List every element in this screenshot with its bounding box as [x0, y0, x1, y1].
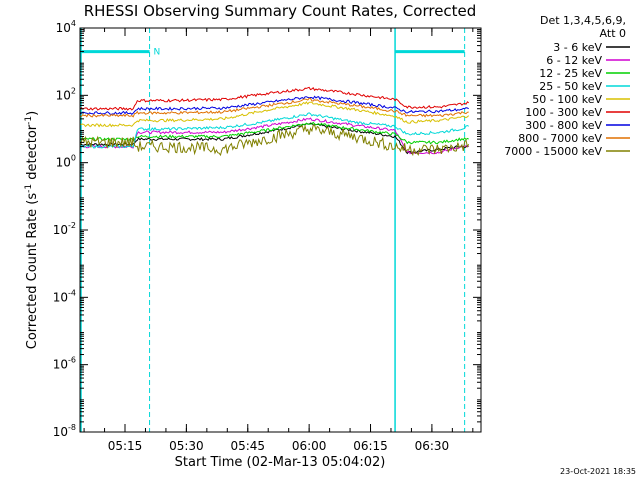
y-tick-label: 10-2: [53, 221, 76, 237]
y-axis-label-end: ): [25, 111, 40, 116]
y-tick-exponent: -6: [68, 356, 76, 365]
y-tick-exponent: -8: [68, 423, 76, 432]
legend-entry-label: 300 - 800 keV: [525, 119, 602, 132]
x-tick-label: 06:15: [353, 439, 388, 453]
y-tick-base: 10: [53, 223, 68, 237]
y-axis-label: Corrected Count Rate (s-1 detector-1): [24, 111, 40, 349]
series-line: [79, 101, 470, 128]
x-tick-label: 05:45: [230, 439, 265, 453]
y-axis-label-sup2: -1: [24, 116, 34, 125]
y-tick-base: 10: [56, 21, 71, 35]
legend-entry-label: 25 - 50 keV: [539, 80, 602, 93]
y-tick-base: 10: [53, 290, 68, 304]
y-tick-label: 102: [56, 86, 76, 102]
series-line: [79, 112, 469, 149]
legend-entry-label: 7000 - 15000 keV: [504, 145, 602, 158]
y-tick-label: 10-8: [53, 423, 76, 439]
y-tick-label: 10-4: [53, 288, 76, 304]
y-tick-base: 10: [53, 425, 68, 439]
generation-timestamp: 23-Oct-2021 18:35: [560, 467, 636, 476]
y-axis-label-tail: detector: [25, 124, 40, 184]
x-tick-label: 05:30: [169, 439, 204, 453]
time-markers: N: [80, 28, 466, 432]
series-line: [79, 124, 470, 157]
legend-entry-label: 800 - 7000 keV: [518, 132, 602, 145]
x-axis-ticks: 05:15 05:30 05:45 06:00 06:15 06:30: [83, 28, 474, 453]
y-tick-label: 10-6: [53, 356, 76, 372]
legend-entry-label: 50 - 100 keV: [532, 93, 602, 106]
legend-header-line-2: Att 0: [600, 27, 626, 40]
plot-frame: [79, 27, 482, 433]
legend-header-line-1: Det 1,3,4,5,6,9,: [540, 14, 626, 27]
y-tick-exponent: -2: [68, 221, 76, 230]
y-tick-label: 100: [56, 154, 76, 170]
legend-entry-label: 12 - 25 keV: [539, 67, 602, 80]
x-tick-label: 05:15: [108, 439, 143, 453]
y-axis-label-base: Corrected Count Rate (s: [25, 193, 40, 350]
legend-entry-label: 100 - 300 keV: [525, 106, 602, 119]
x-tick-label: 06:00: [292, 439, 327, 453]
y-tick-base: 10: [56, 88, 71, 102]
y-tick-label: 104: [56, 19, 76, 35]
legend-entry-label: 3 - 6 keV: [553, 41, 602, 54]
legend-entry-label: 6 - 12 keV: [546, 54, 602, 67]
y-tick-exponent: 4: [71, 19, 76, 28]
y-tick-exponent: 0: [71, 154, 76, 163]
chart-title: RHESSI Observing Summary Count Rates, Co…: [84, 2, 477, 20]
series-line: [79, 95, 469, 116]
series-line: [79, 86, 469, 111]
x-tick-label: 06:30: [415, 439, 450, 453]
y-tick-exponent: -4: [68, 288, 76, 297]
series-line: [80, 97, 469, 118]
y-tick-base: 10: [56, 156, 71, 170]
series-lines: [79, 86, 470, 157]
series-line: [79, 121, 469, 145]
saa-bar-label: N: [154, 48, 161, 58]
y-tick-base: 10: [53, 358, 68, 372]
y-axis-label-sup: -1: [24, 184, 34, 193]
y-tick-exponent: 2: [71, 86, 76, 95]
x-axis-label: Start Time (02-Mar-13 05:04:02): [175, 455, 386, 470]
